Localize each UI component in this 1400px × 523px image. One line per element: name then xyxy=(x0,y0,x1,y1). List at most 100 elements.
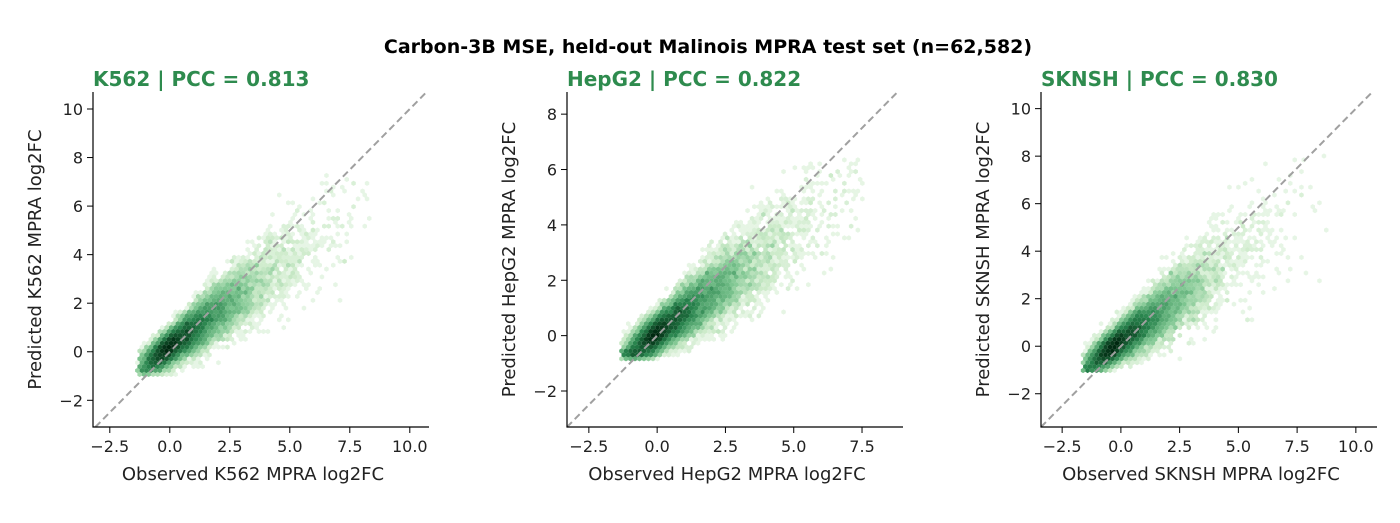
hexbin-cell xyxy=(308,215,313,221)
hexbin-cell xyxy=(682,325,687,331)
hexbin-cell xyxy=(860,196,865,202)
hexbin-cell xyxy=(1164,254,1169,260)
hexbin-cell xyxy=(707,305,712,311)
hexbin-cell xyxy=(745,254,750,260)
hexbin-cell xyxy=(1206,250,1212,257)
hexbin-cell xyxy=(1173,325,1178,331)
hexbin-cell xyxy=(1249,176,1255,182)
hexbin-cell xyxy=(745,286,750,292)
hexbin-cell xyxy=(173,356,178,362)
hexbin-cell xyxy=(657,321,662,327)
hexbin-cell xyxy=(781,223,786,229)
hexbin-cell xyxy=(1236,262,1241,268)
hexbin-cell xyxy=(1087,356,1093,362)
hexbin-cell xyxy=(1157,313,1162,319)
hexbin-cell xyxy=(815,227,820,233)
hexbin-cell xyxy=(137,348,142,354)
hexbin-cell xyxy=(1175,313,1180,319)
hexbin-cell xyxy=(707,274,712,280)
hexbin-cell xyxy=(1083,348,1088,354)
hexbin-cell xyxy=(704,278,710,284)
hexbin-cell xyxy=(1260,227,1266,233)
hexbin-cell xyxy=(1258,247,1264,253)
hexbin-cell xyxy=(277,192,282,198)
hexbin-cell xyxy=(686,309,692,315)
hexbin-cell xyxy=(704,247,710,253)
hexbin-cell xyxy=(729,250,734,257)
hexbin-cell xyxy=(331,215,336,221)
hexbin-cell xyxy=(765,289,771,296)
hexbin-cell xyxy=(745,231,750,237)
hexbin-cell xyxy=(279,274,284,280)
hexbin-cell xyxy=(193,328,199,335)
hexbin-cell xyxy=(1220,266,1225,272)
hexbin-cell xyxy=(689,313,694,319)
hexbin-cell xyxy=(1141,286,1147,292)
hexbin-cell xyxy=(677,340,683,346)
hexbin-cell xyxy=(752,243,757,249)
hexbin-cell xyxy=(747,243,753,249)
hexbin-cell xyxy=(1146,286,1151,292)
hexbin-cell xyxy=(693,321,698,327)
hexbin-cell xyxy=(335,215,340,221)
hexbin-cell xyxy=(799,254,804,260)
hexbin-cell xyxy=(763,239,768,245)
hexbin-cell xyxy=(1173,309,1178,315)
hexbin-cell xyxy=(1278,211,1284,218)
hexbin-cell xyxy=(1137,309,1142,315)
hexbin-cell xyxy=(243,266,248,272)
hexbin-cell xyxy=(1274,250,1279,257)
hexbin-cell xyxy=(725,321,730,327)
hexbin-cell xyxy=(779,235,784,241)
hexbin-cell xyxy=(722,301,728,307)
hexbin-cell xyxy=(1195,270,1201,276)
hexbin-cell xyxy=(283,305,289,311)
hexbin-cell xyxy=(1177,301,1183,307)
hexbin-cell xyxy=(1242,243,1248,249)
hexbin-cell xyxy=(349,215,354,221)
hexbin-cell xyxy=(754,239,759,245)
hexbin-cell xyxy=(765,211,771,218)
hexbin-cell xyxy=(722,278,728,284)
hexbin-cell xyxy=(783,258,789,264)
hexbin-cell xyxy=(189,305,194,311)
hexbin-cell xyxy=(258,286,264,292)
hexbin-cell xyxy=(267,301,273,307)
hexbin-cell xyxy=(772,254,777,260)
hexbin-cell xyxy=(682,340,687,346)
hexbin-cell xyxy=(238,305,244,311)
hexbin-cell xyxy=(1157,352,1162,358)
hexbin-cell xyxy=(1125,305,1131,311)
hexbin-cell xyxy=(725,266,730,272)
hexbin-cell xyxy=(1152,289,1158,296)
hexbin-cell xyxy=(1213,262,1219,268)
hexbin-cell xyxy=(247,305,253,311)
hexbin-cell xyxy=(725,313,730,319)
hexbin-cell xyxy=(1139,297,1144,303)
hexbin-cell xyxy=(650,348,656,354)
hexbin-cell xyxy=(1152,336,1158,342)
hexbin-cell xyxy=(736,254,741,260)
hexbin-cell xyxy=(162,336,167,342)
hexbin-cell xyxy=(774,204,780,210)
hexbin-cell xyxy=(186,325,192,331)
hexbin-cell xyxy=(337,258,343,264)
hexbin-cell xyxy=(1121,352,1126,358)
hexbin-cell xyxy=(1229,258,1234,264)
hexbin-cell xyxy=(148,336,154,342)
hexbin-cell xyxy=(238,289,244,296)
hexbin-cell xyxy=(1130,344,1135,350)
hexbin-cell xyxy=(220,328,226,335)
hexbin-cell xyxy=(722,270,728,276)
hexbin-cell xyxy=(722,231,728,237)
hexbin-cell xyxy=(758,286,764,292)
hexbin-cell xyxy=(1098,352,1104,358)
hexbin-cell xyxy=(186,332,192,338)
hexbin-cell xyxy=(826,200,831,206)
hexbin-cell xyxy=(1125,344,1131,350)
hexbin-cell xyxy=(1238,211,1243,218)
hexbin-cell xyxy=(745,208,750,214)
hexbin-cell xyxy=(1119,309,1124,315)
hexbin-cell xyxy=(240,301,246,307)
hexbin-cell xyxy=(731,223,737,229)
